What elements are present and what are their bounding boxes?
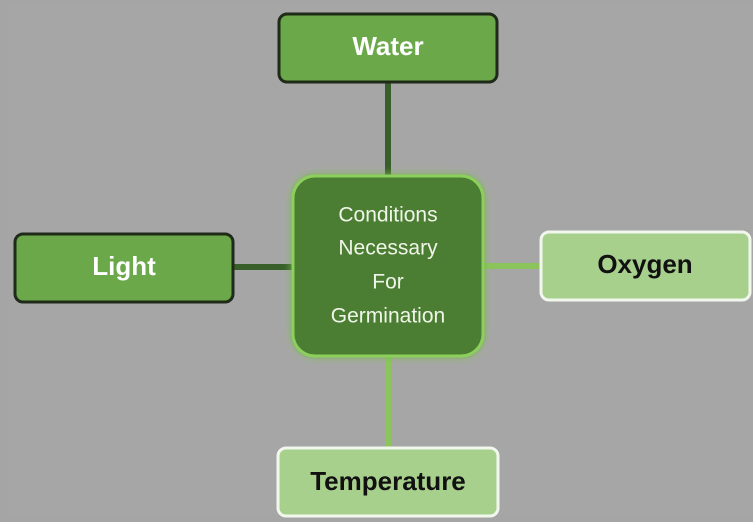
center-text: For xyxy=(372,271,404,294)
node-box xyxy=(277,12,499,84)
node-box xyxy=(13,232,235,304)
node-label: Temperature xyxy=(310,466,466,496)
center-text: Germination xyxy=(331,305,445,328)
node-label: Light xyxy=(92,251,156,281)
center-text: Necessary xyxy=(338,237,438,260)
center-text: Conditions xyxy=(338,204,437,227)
node-box xyxy=(276,446,500,518)
node-label: Water xyxy=(352,31,423,61)
center-box xyxy=(291,174,485,358)
node-label: Oxygen xyxy=(597,249,692,279)
node-box xyxy=(539,230,752,302)
